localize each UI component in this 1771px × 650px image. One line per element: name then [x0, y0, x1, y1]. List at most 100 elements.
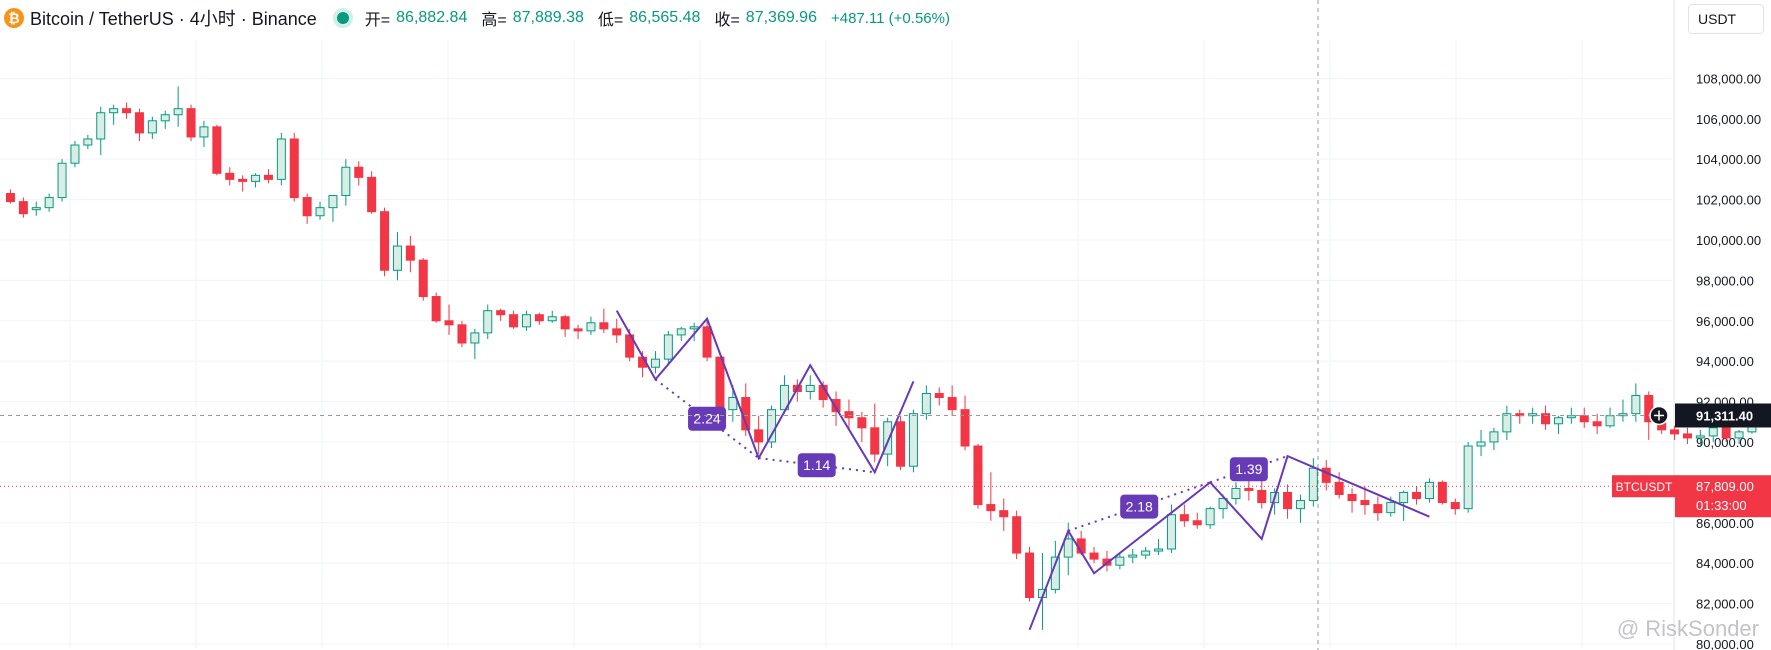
candle-down — [1412, 491, 1422, 500]
candle-down — [844, 411, 854, 419]
candle-up — [767, 409, 777, 443]
candle-down — [857, 417, 867, 429]
candle-up — [921, 392, 931, 415]
candle-up — [96, 112, 106, 140]
y-tick-label: 98,000.00 — [1696, 273, 1754, 288]
y-tick-label: 84,000.00 — [1696, 556, 1754, 571]
symbol-badge-label: BTCUSDT — [1616, 480, 1673, 494]
price-markers: 91,311.40 BTCUSDT 87,809.00 01:33:00 — [0, 403, 1771, 518]
low-value: 86,565.48 — [629, 9, 701, 26]
close-value: 87,369.96 — [745, 9, 817, 26]
candle-down — [1515, 413, 1525, 417]
price-axis: 108,000.00 106,000.00 104,000.00 102,000.00… — [1673, 0, 1761, 650]
candle-down — [754, 429, 764, 443]
pattern-a-ratio-label: 1.14 — [803, 457, 830, 473]
candle-up — [1528, 413, 1538, 417]
pattern-a-ratio-label: 2.24 — [693, 411, 720, 427]
candle-down — [896, 421, 906, 467]
candle-down — [302, 197, 312, 217]
candle-down — [1089, 552, 1099, 560]
candle-down — [5, 193, 15, 203]
candle-up — [1695, 435, 1705, 439]
candle-down — [1283, 491, 1293, 510]
candle-up — [547, 316, 557, 322]
high-value: 87,889.38 — [512, 9, 584, 26]
candle-down — [715, 356, 725, 411]
y-tick-label: 106,000.00 — [1696, 112, 1761, 127]
y-tick-label: 96,000.00 — [1696, 314, 1754, 329]
candle-up — [341, 166, 351, 197]
candle-down — [509, 314, 519, 328]
candle-down — [1592, 421, 1602, 427]
countdown-label: 01:33:00 — [1696, 498, 1747, 513]
candle-down — [986, 504, 996, 512]
candle-up — [1063, 538, 1073, 558]
candle-up — [470, 332, 480, 344]
y-tick-label: 80,000.00 — [1696, 637, 1754, 650]
candle-down — [1437, 481, 1447, 504]
open-value: 86,882.84 — [396, 9, 468, 26]
candle-down — [973, 445, 983, 506]
candle-down — [1670, 429, 1680, 435]
candle-down — [1450, 502, 1460, 510]
candle-up — [1489, 431, 1499, 443]
candle-up — [392, 245, 402, 271]
candle-up — [663, 334, 673, 360]
candle-down — [999, 510, 1009, 518]
symbol-badge — [1612, 475, 1676, 498]
candle-up — [1308, 467, 1318, 502]
y-tick-label: 104,000.00 — [1696, 152, 1761, 167]
candle-up — [70, 144, 80, 164]
candle-up — [44, 197, 54, 209]
candle-down — [870, 427, 880, 455]
candle-down — [1360, 500, 1370, 506]
open-label: 开= — [364, 12, 391, 29]
y-tick-label: 102,000.00 — [1696, 193, 1761, 208]
candle-up — [1205, 508, 1215, 526]
y-tick-label: 108,000.00 — [1696, 71, 1761, 86]
close-label: 收= — [714, 12, 740, 29]
candle-up — [1218, 498, 1228, 510]
candle-up — [31, 207, 41, 211]
candle-up — [483, 310, 493, 334]
high-label: 高= — [481, 12, 507, 29]
candle-down — [1257, 489, 1267, 504]
candle-up — [1476, 441, 1486, 447]
candle-down — [18, 201, 28, 215]
candle-up — [1605, 415, 1615, 427]
candle-down — [560, 316, 570, 330]
candle-down — [1179, 514, 1189, 522]
harmonic-patterns: 2.24 1.14 2.18 1.39 — [615, 310, 1430, 631]
candle-down — [1244, 487, 1254, 491]
candle-down — [238, 178, 248, 182]
pattern-b-ratio-badge — [1229, 457, 1268, 482]
candle-down — [380, 211, 390, 271]
pattern-b-ratio-badge — [1120, 494, 1159, 519]
candle-down — [496, 310, 506, 316]
candle-up — [1399, 491, 1409, 504]
candle-down — [1334, 481, 1344, 495]
candle-up — [1128, 554, 1138, 558]
currency-select[interactable]: USDT — [1688, 4, 1764, 34]
market-status-icon — [336, 12, 349, 24]
candle-down — [431, 296, 441, 322]
chart-header: ₿ Bitcoin / TetherUS · 4小时 · Binance 开= 8… — [0, 0, 950, 36]
candle-down — [289, 138, 299, 199]
candle-down — [1373, 504, 1383, 514]
last-price-label: 87,809.00 — [1696, 479, 1754, 494]
candle-up — [1734, 431, 1744, 439]
pattern-b-ratio-label: 1.39 — [1235, 461, 1262, 477]
candle-down — [1579, 415, 1589, 423]
symbol-title[interactable]: Bitcoin / TetherUS · 4小时 · Binance — [30, 9, 317, 29]
crosshair-price-box — [1675, 403, 1771, 428]
candle-up — [147, 120, 157, 134]
price-change: +487.11 (+0.56%) — [830, 9, 950, 27]
last-price-box — [1675, 475, 1771, 518]
candle-down — [831, 399, 841, 413]
candle-up — [1115, 556, 1125, 566]
candle-down — [405, 245, 415, 261]
candle-down — [599, 322, 609, 330]
candle-down — [186, 108, 196, 138]
candle-down — [947, 397, 957, 411]
